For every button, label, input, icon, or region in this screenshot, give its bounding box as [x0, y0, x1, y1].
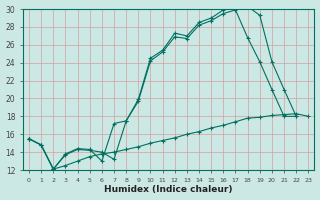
X-axis label: Humidex (Indice chaleur): Humidex (Indice chaleur) [104, 185, 233, 194]
